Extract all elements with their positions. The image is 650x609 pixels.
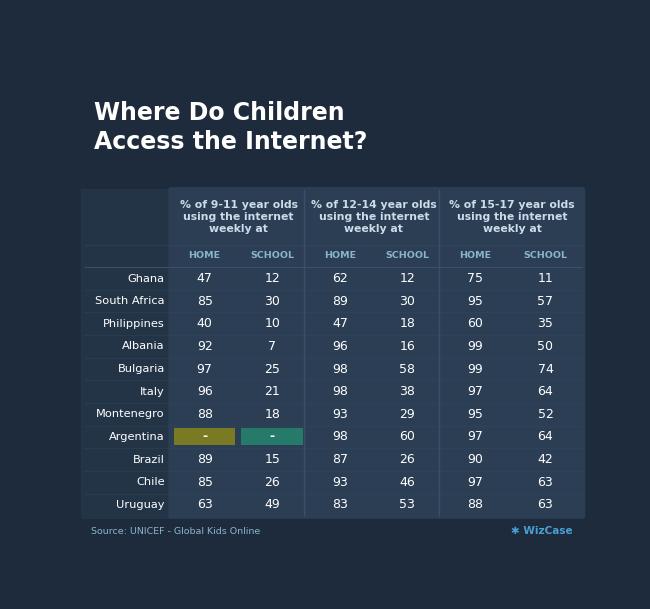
Text: 64: 64: [538, 385, 553, 398]
Text: 88: 88: [467, 498, 483, 512]
Text: 46: 46: [400, 476, 415, 489]
Text: 62: 62: [332, 272, 348, 285]
Text: 96: 96: [332, 340, 348, 353]
Text: 29: 29: [400, 408, 415, 421]
Text: 47: 47: [197, 272, 213, 285]
Text: 89: 89: [197, 453, 213, 466]
Bar: [81, 73, 585, 189]
Text: 85: 85: [197, 476, 213, 489]
Text: 16: 16: [400, 340, 415, 353]
Text: 26: 26: [265, 476, 280, 489]
Text: 95: 95: [467, 295, 483, 308]
Text: Brazil: Brazil: [133, 455, 165, 465]
Text: 18: 18: [265, 408, 280, 421]
Bar: [241, 429, 304, 446]
Text: 38: 38: [400, 385, 415, 398]
Text: Philippines: Philippines: [103, 319, 165, 329]
Text: Chile: Chile: [136, 477, 165, 487]
FancyBboxPatch shape: [439, 187, 585, 519]
Text: South Africa: South Africa: [96, 296, 165, 306]
Text: 60: 60: [400, 431, 415, 443]
Text: 63: 63: [197, 498, 213, 512]
Text: 75: 75: [467, 272, 483, 285]
Text: ✱ WizCase: ✱ WizCase: [511, 526, 573, 537]
Text: 60: 60: [467, 317, 483, 330]
Text: 87: 87: [332, 453, 348, 466]
Text: 99: 99: [467, 362, 483, 376]
FancyBboxPatch shape: [304, 187, 444, 519]
Text: Argentina: Argentina: [109, 432, 165, 442]
Text: 83: 83: [332, 498, 348, 512]
Text: % of 12-14 year olds
using the internet
weekly at: % of 12-14 year olds using the internet …: [311, 200, 437, 234]
Text: 53: 53: [400, 498, 415, 512]
Text: 97: 97: [467, 385, 483, 398]
Text: 49: 49: [265, 498, 280, 512]
Text: HOME: HOME: [188, 252, 221, 261]
FancyBboxPatch shape: [81, 186, 586, 519]
Text: SCHOOL: SCHOOL: [250, 252, 294, 261]
Text: % of 15-17 year olds
using the internet
weekly at: % of 15-17 year olds using the internet …: [449, 200, 575, 234]
Text: 97: 97: [467, 431, 483, 443]
Text: 90: 90: [467, 453, 483, 466]
Text: 11: 11: [538, 272, 553, 285]
Text: 99: 99: [467, 340, 483, 353]
Text: 63: 63: [538, 498, 553, 512]
Text: 18: 18: [400, 317, 415, 330]
Text: 96: 96: [197, 385, 213, 398]
Text: SCHOOL: SCHOOL: [385, 252, 430, 261]
Text: HOME: HOME: [459, 252, 491, 261]
Text: Albania: Albania: [122, 342, 165, 351]
Text: 42: 42: [538, 453, 553, 466]
Text: Italy: Italy: [140, 387, 165, 396]
Text: Bulgaria: Bulgaria: [118, 364, 165, 374]
Text: 26: 26: [400, 453, 415, 466]
Text: 15: 15: [265, 453, 280, 466]
Text: 98: 98: [332, 431, 348, 443]
Text: 57: 57: [538, 295, 553, 308]
Text: 97: 97: [467, 476, 483, 489]
Text: Source: UNICEF - Global Kids Online: Source: UNICEF - Global Kids Online: [91, 527, 261, 537]
Text: 63: 63: [538, 476, 553, 489]
Text: 52: 52: [538, 408, 553, 421]
Text: 21: 21: [265, 385, 280, 398]
Text: 89: 89: [332, 295, 348, 308]
Text: 88: 88: [197, 408, 213, 421]
Text: 85: 85: [197, 295, 213, 308]
Text: Montenegro: Montenegro: [96, 409, 165, 420]
Text: % of 9-11 year olds
using the internet
weekly at: % of 9-11 year olds using the internet w…: [179, 200, 298, 234]
Text: SCHOOL: SCHOOL: [523, 252, 567, 261]
Text: 10: 10: [265, 317, 280, 330]
Text: Where Do Children
Access the Internet?: Where Do Children Access the Internet?: [94, 101, 367, 154]
Text: 98: 98: [332, 385, 348, 398]
Bar: [174, 429, 235, 446]
Text: 12: 12: [265, 272, 280, 285]
Text: 35: 35: [538, 317, 553, 330]
Text: 58: 58: [400, 362, 415, 376]
Text: 93: 93: [332, 408, 348, 421]
Text: 25: 25: [265, 362, 280, 376]
Text: 30: 30: [265, 295, 280, 308]
Text: 92: 92: [197, 340, 213, 353]
Text: HOME: HOME: [324, 252, 356, 261]
Text: 12: 12: [400, 272, 415, 285]
Text: 64: 64: [538, 431, 553, 443]
Text: 7: 7: [268, 340, 276, 353]
Text: 47: 47: [332, 317, 348, 330]
Text: -: -: [270, 431, 275, 443]
Text: 95: 95: [467, 408, 483, 421]
Text: 97: 97: [197, 362, 213, 376]
Text: 40: 40: [197, 317, 213, 330]
Text: 50: 50: [538, 340, 553, 353]
Text: 93: 93: [332, 476, 348, 489]
Text: 98: 98: [332, 362, 348, 376]
Text: -: -: [202, 431, 207, 443]
Text: 74: 74: [538, 362, 553, 376]
Text: Uruguay: Uruguay: [116, 500, 165, 510]
Text: 30: 30: [400, 295, 415, 308]
FancyBboxPatch shape: [168, 187, 309, 519]
Text: Ghana: Ghana: [128, 273, 165, 284]
